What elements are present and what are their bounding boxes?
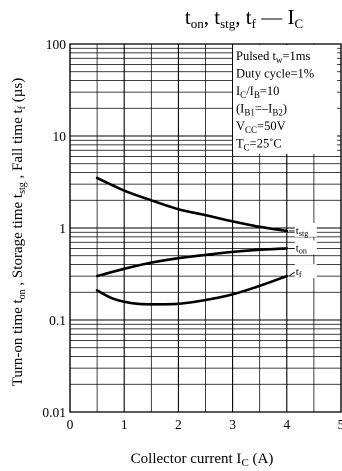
series-label-ton: ton — [296, 242, 307, 255]
x-tick-label: 0 — [67, 417, 74, 432]
title-sub-4: C — [294, 16, 303, 31]
chart-title: ton, tstg, tf — IC — [185, 5, 303, 31]
title-sub-2: stg — [220, 16, 236, 31]
y-tick-label: 100 — [46, 37, 67, 52]
series-label-tstg: tstg — [296, 225, 308, 238]
y-axis-label-p4: (µs) — [10, 78, 26, 106]
y-axis-label-s3: f — [17, 105, 28, 109]
y-tick-label: 0.01 — [42, 405, 66, 420]
y-tick-label: 10 — [53, 129, 67, 144]
condition-line: (IB1=–IB2) — [236, 102, 287, 118]
tick-labels: 0 1 2 3 4 5 0.01 0.1 1 10 100 — [42, 37, 342, 432]
condition-line: TC=25˚C — [236, 137, 282, 153]
y-axis-label-p1: Turn-on time t — [10, 298, 26, 386]
title-sub-3: f — [252, 16, 257, 31]
title-part-2: , t — [204, 5, 221, 29]
series-label-sub: stg — [299, 229, 308, 238]
condition-line: VCC=50V — [236, 119, 286, 135]
series-label-bg-tf — [294, 264, 317, 279]
series-lines — [95, 176, 289, 306]
condition-line: Duty cycle=1% — [236, 67, 314, 81]
condition-line: IC/IB=10 — [236, 84, 279, 100]
title-part-1: t — [185, 5, 191, 29]
y-tick-label: 0.1 — [49, 313, 66, 328]
series-label-sub: on — [299, 246, 307, 255]
title-part-4: — I — [256, 5, 295, 29]
x-axis-label-sub: C — [241, 457, 248, 469]
title-sub-1: on — [191, 16, 205, 31]
y-axis-label-s1: on — [17, 289, 28, 299]
plot-frame — [69, 43, 342, 413]
series-label-bg-tstg — [294, 222, 317, 237]
series-label-main: t — [296, 225, 299, 237]
series-line-tstg — [95, 176, 289, 233]
series-label-bg-ton — [294, 240, 317, 255]
series-label-main: t — [296, 266, 299, 278]
x-tick-label: 1 — [121, 417, 128, 432]
x-tick-label: 2 — [175, 417, 182, 432]
x-axis-label-tail: (A) — [249, 451, 274, 467]
x-tick-label: 3 — [229, 417, 236, 432]
series-leader-tf — [288, 271, 296, 277]
y-tick-label: 1 — [59, 221, 66, 236]
conditions-background — [233, 45, 337, 154]
x-tick-label: 4 — [283, 417, 290, 432]
x-axis-label-main: Collector current I — [131, 451, 242, 467]
y-axis-label-p2: , Storage time t — [10, 193, 26, 289]
series-label-main: t — [296, 242, 299, 254]
condition-line: Pulsed tw=1ms — [236, 49, 310, 65]
y-axis-label: Turn-on time ton , Storage time tstg , F… — [10, 78, 28, 387]
y-axis-label-p3: , Fall time t — [10, 108, 26, 182]
y-axis-label-s2: stg — [17, 182, 28, 194]
x-tick-label: 5 — [338, 417, 342, 432]
title-part-3: , t — [235, 5, 252, 29]
series-label-tf: tf — [296, 266, 302, 279]
series-line-ton — [95, 247, 289, 278]
conditions-box: Pulsed tw=1ms Duty cycle=1% IC/IB=10 (IB1=–… — [233, 45, 337, 154]
series-line-tf — [95, 274, 289, 306]
x-axis-label: Collector current IC (A) — [131, 451, 274, 469]
series-label-sub: f — [299, 270, 302, 279]
